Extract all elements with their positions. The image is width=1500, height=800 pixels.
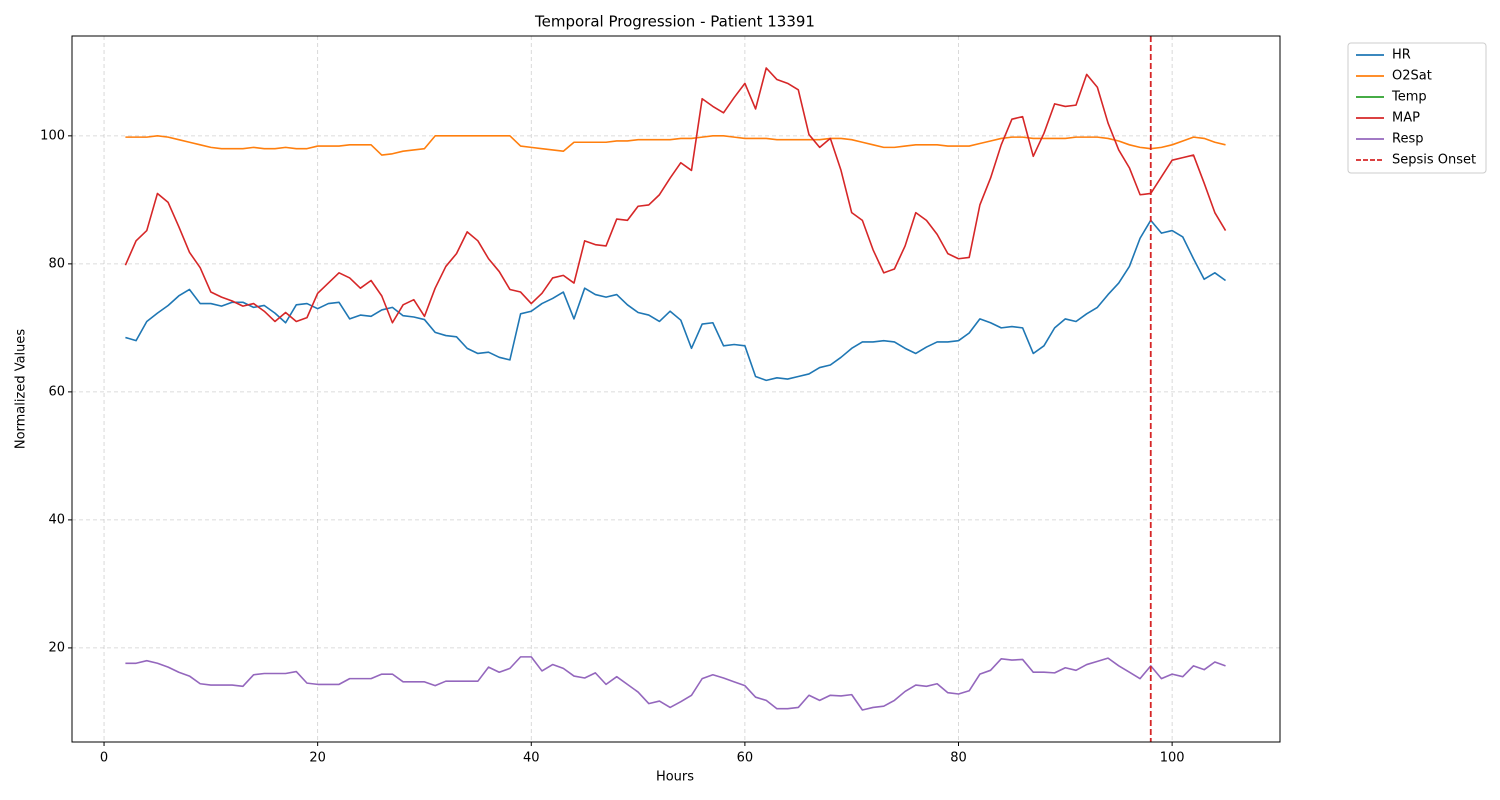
x-tick-label: 0 <box>100 751 108 766</box>
x-tick-label: 40 <box>523 751 540 766</box>
y-tick-label: 60 <box>48 384 65 399</box>
series-line <box>125 656 1226 711</box>
x-tick-label: 80 <box>950 751 967 766</box>
x-tick-label: 60 <box>737 751 754 766</box>
legend-label: Temp <box>1391 90 1427 105</box>
legend-label: O2Sat <box>1392 69 1432 84</box>
legend: HR O2Sat Temp MAP Resp Sepsis Onset <box>1347 42 1487 174</box>
x-tick-label: 20 <box>309 751 326 766</box>
y-tick-label: 40 <box>48 512 65 527</box>
x-axis-label: Hours <box>656 770 694 785</box>
plot-frame <box>71 35 1281 743</box>
legend-label: MAP <box>1392 111 1420 126</box>
series-line <box>125 135 1226 156</box>
legend-label: Sepsis Onset <box>1392 153 1476 168</box>
legend-label: HR <box>1392 48 1411 63</box>
chart-title: Temporal Progression - Patient 13391 <box>534 13 815 31</box>
y-tick-label: 100 <box>40 128 65 143</box>
y-tick-label: 80 <box>48 256 65 271</box>
series-line <box>125 219 1226 382</box>
x-tick-label: 100 <box>1160 751 1185 766</box>
legend-label: Resp <box>1392 132 1423 147</box>
y-tick-label: 20 <box>48 640 65 655</box>
y-axis-label: Normalized Values <box>14 329 29 450</box>
series-line <box>124 67 1227 324</box>
